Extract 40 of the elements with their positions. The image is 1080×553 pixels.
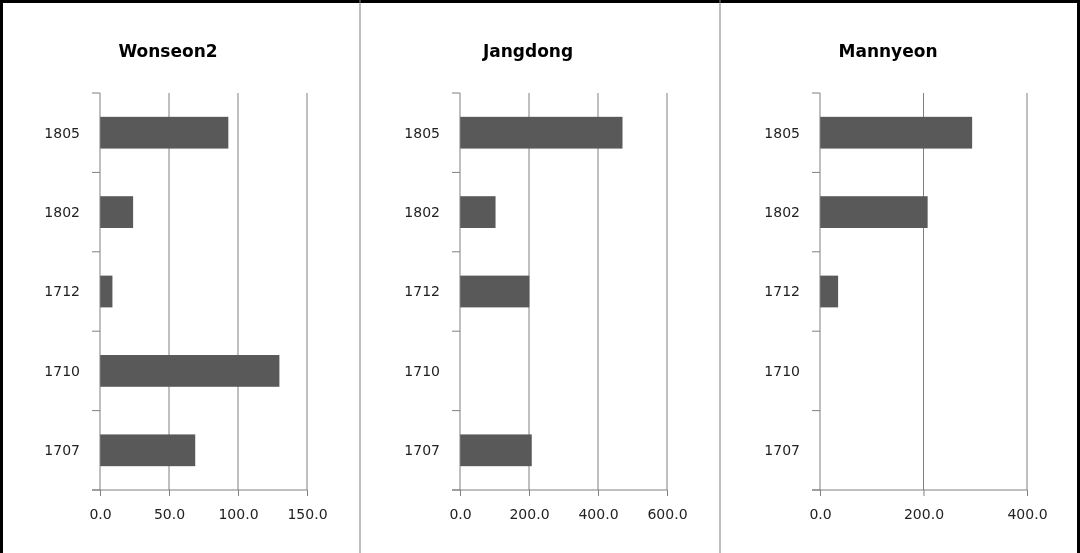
x-tick-label: 200.0	[903, 505, 945, 522]
bar	[460, 196, 496, 228]
bar	[100, 355, 280, 387]
y-tick-label: 1802	[44, 204, 80, 220]
x-tick-label: 0.0	[449, 505, 472, 522]
y-tick-label: 1802	[764, 204, 800, 220]
chart-title: Jangdong	[481, 41, 574, 61]
x-tick-label: 200.0	[509, 505, 550, 522]
bar	[100, 116, 229, 149]
y-tick-label: 1710	[44, 362, 80, 379]
x-tick-label: 400.0	[578, 505, 619, 522]
chart-title: Mannyeon	[838, 41, 938, 61]
y-tick-label: 1712	[764, 283, 800, 300]
x-tick-label: 0.0	[809, 505, 832, 522]
y-tick-label: 1802	[404, 204, 440, 220]
y-tick-label: 1707	[764, 442, 800, 459]
bar	[460, 116, 623, 149]
x-tick-label: 0.0	[89, 505, 112, 522]
bar	[820, 196, 928, 228]
y-tick-label: 1712	[44, 283, 80, 300]
y-tick-label: 1805	[44, 124, 80, 141]
bar	[460, 434, 532, 467]
y-tick-label: 1710	[764, 362, 800, 379]
chart-title: Wonseon2	[118, 41, 218, 61]
bar	[100, 196, 134, 228]
y-tick-label: 1712	[404, 283, 440, 300]
x-tick-label: 50.0	[153, 505, 186, 522]
bar	[100, 434, 196, 467]
x-tick-label: 600.0	[647, 505, 688, 522]
y-tick-label: 1707	[404, 442, 440, 459]
y-tick-label: 1805	[764, 124, 800, 141]
x-tick-label: 100.0	[218, 505, 259, 522]
y-tick-label: 1707	[44, 442, 80, 459]
x-tick-label: 400.0	[1007, 505, 1048, 522]
bar	[820, 275, 839, 308]
y-tick-label: 1805	[404, 124, 440, 141]
x-tick-label: 150.0	[287, 505, 328, 522]
bar	[820, 116, 973, 149]
bar	[460, 275, 530, 308]
y-tick-label: 1710	[404, 362, 440, 379]
